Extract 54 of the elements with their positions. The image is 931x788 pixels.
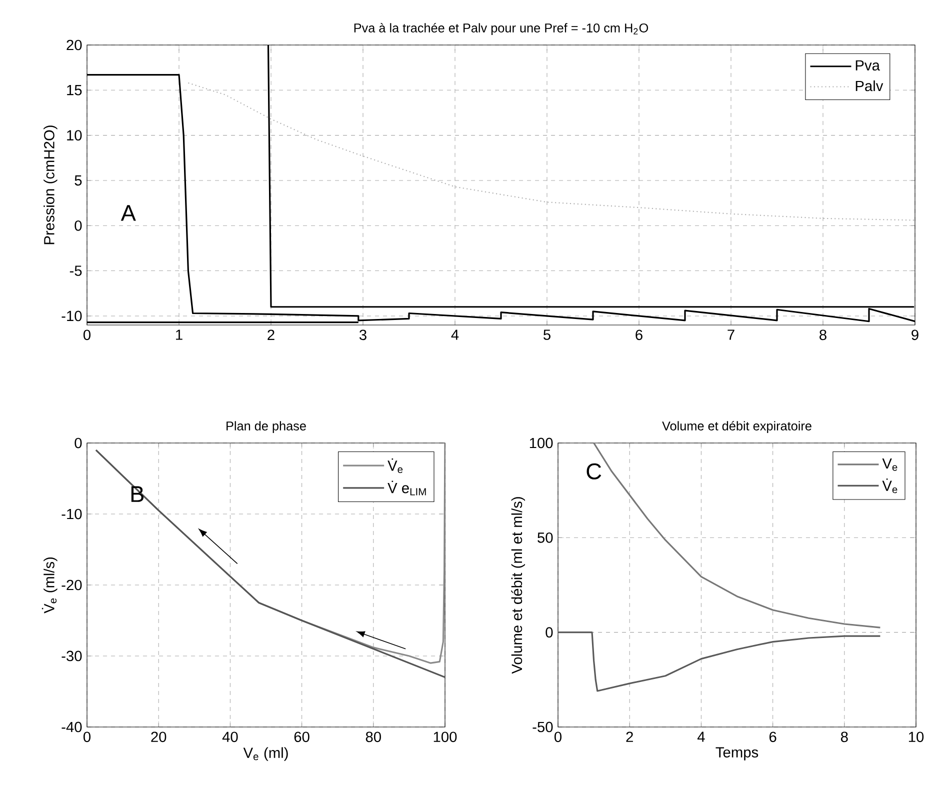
y-tick-label: -30 xyxy=(62,650,82,662)
y-axis-title: V̇$_{e}$ (ml/s) xyxy=(42,557,58,614)
x-tick-label: 8 xyxy=(820,330,826,340)
x-tick-label: 0 xyxy=(83,732,90,742)
y-tick-label: 0 xyxy=(74,220,82,231)
legend-label: Pva xyxy=(856,60,880,71)
x-tick-label: 40 xyxy=(222,732,238,742)
y-tick-label: 10 xyxy=(67,130,82,141)
x-tick-label: 10 xyxy=(908,732,924,742)
y-tick-label: 0 xyxy=(546,627,553,638)
y-tick-label: 15 xyxy=(67,85,82,96)
x-tick-label: 9 xyxy=(912,330,918,340)
y-tick-label: 100 xyxy=(530,438,553,448)
x-tick-label: 6 xyxy=(769,732,776,742)
y-tick-label: -40 xyxy=(62,722,82,732)
annotation: A xyxy=(120,205,136,221)
legend-label: Palv xyxy=(856,80,884,92)
x-tick-label: 8 xyxy=(840,732,848,742)
annotation: C xyxy=(586,463,602,480)
y-tick-label: -10 xyxy=(62,310,82,322)
chart-title: Pva à la trachée et Palv pour une Pref = -10 cm H$_{2}$O xyxy=(354,22,648,35)
y-tick-label: 50 xyxy=(538,532,553,543)
y-axis-title: Pression (cmH2O) xyxy=(44,126,58,244)
y-tick-label: 5 xyxy=(74,175,82,186)
legend-label: V$_{e}$ xyxy=(882,458,898,471)
x-axis-title: Temps xyxy=(716,747,758,760)
x-tick-label: 2 xyxy=(626,732,633,742)
y-tick-label: -10 xyxy=(62,508,82,520)
x-tick-label: 0 xyxy=(83,330,90,340)
x-tick-label: 60 xyxy=(294,732,310,742)
legend-label: V̇$_{e}$ xyxy=(882,478,898,494)
legend-label: V̇ e$_{LIM}$ xyxy=(388,480,426,496)
x-axis-title: V$_{e}$ (ml) xyxy=(243,747,288,761)
y-axis-title: Volume et débit (ml et ml/s) xyxy=(511,497,525,674)
x-tick-label: 2 xyxy=(268,330,274,340)
annotation: B xyxy=(131,486,144,502)
x-tick-label: 6 xyxy=(636,330,642,340)
y-tick-label: 20 xyxy=(66,40,82,50)
x-tick-label: 7 xyxy=(728,330,734,340)
x-tick-label: 0 xyxy=(554,732,562,742)
x-tick-label: 100 xyxy=(434,732,457,742)
x-tick-label: 80 xyxy=(366,732,381,742)
y-tick-label: -50 xyxy=(532,722,553,732)
x-tick-label: 20 xyxy=(151,732,166,742)
y-tick-label: -5 xyxy=(70,266,82,276)
x-tick-label: 3 xyxy=(359,330,366,340)
chart-title: Plan de phase xyxy=(226,421,306,433)
x-tick-label: 4 xyxy=(451,330,459,340)
x-tick-label: 4 xyxy=(697,732,705,742)
y-tick-label: -20 xyxy=(62,580,82,590)
y-tick-label: 0 xyxy=(74,438,82,448)
chart-title: Volume et débit expiratoire xyxy=(662,420,812,433)
legend-label: V̇$_{e}$ xyxy=(388,458,403,474)
x-tick-label: 1 xyxy=(176,330,182,340)
